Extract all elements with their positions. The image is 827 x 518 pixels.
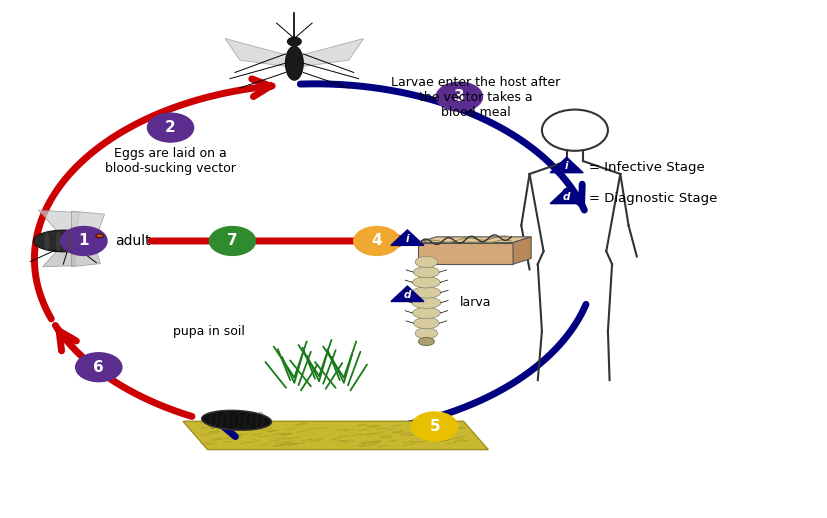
Circle shape — [60, 226, 107, 255]
Text: larva: larva — [459, 296, 490, 309]
Ellipse shape — [45, 231, 49, 251]
Ellipse shape — [413, 318, 438, 329]
Circle shape — [436, 82, 482, 111]
Polygon shape — [390, 230, 423, 246]
Text: d: d — [562, 192, 570, 202]
Text: Eggs are laid on a
blood-sucking vector: Eggs are laid on a blood-sucking vector — [105, 147, 236, 175]
Text: 5: 5 — [429, 419, 439, 434]
Ellipse shape — [411, 297, 440, 308]
Polygon shape — [43, 243, 75, 267]
Polygon shape — [294, 38, 363, 66]
Polygon shape — [549, 188, 582, 204]
Ellipse shape — [287, 37, 301, 46]
Circle shape — [147, 113, 194, 142]
Ellipse shape — [55, 231, 60, 251]
Polygon shape — [183, 421, 488, 450]
Text: Larvae enter the host after
the vector takes a
blood meal: Larvae enter the host after the vector t… — [391, 76, 560, 119]
Text: 7: 7 — [227, 234, 237, 249]
Ellipse shape — [414, 328, 437, 339]
Polygon shape — [513, 237, 531, 264]
Ellipse shape — [34, 230, 93, 252]
Text: = Infective Stage: = Infective Stage — [588, 161, 704, 174]
Circle shape — [353, 226, 399, 255]
Ellipse shape — [411, 287, 440, 298]
Text: 2: 2 — [165, 120, 175, 135]
Ellipse shape — [83, 233, 106, 244]
Polygon shape — [549, 157, 582, 172]
Ellipse shape — [201, 410, 271, 430]
Text: d: d — [404, 290, 410, 300]
Circle shape — [75, 353, 122, 382]
Text: adult: adult — [115, 234, 151, 248]
Ellipse shape — [67, 231, 72, 251]
Polygon shape — [39, 210, 79, 238]
Ellipse shape — [96, 234, 103, 238]
Polygon shape — [71, 243, 100, 267]
Circle shape — [411, 412, 457, 441]
Polygon shape — [225, 38, 294, 66]
Ellipse shape — [412, 277, 440, 288]
Ellipse shape — [412, 307, 440, 319]
Text: 1: 1 — [79, 234, 89, 249]
Polygon shape — [390, 286, 423, 301]
Polygon shape — [71, 211, 104, 239]
Text: 3: 3 — [453, 89, 464, 104]
Text: i: i — [564, 161, 567, 171]
Text: i: i — [405, 234, 409, 244]
Text: 6: 6 — [93, 359, 104, 375]
Circle shape — [209, 226, 256, 255]
Polygon shape — [418, 242, 513, 264]
Ellipse shape — [285, 46, 303, 80]
Ellipse shape — [418, 337, 434, 346]
Ellipse shape — [414, 256, 437, 268]
Polygon shape — [418, 237, 531, 242]
Text: = Diagnostic Stage: = Diagnostic Stage — [588, 192, 716, 205]
Text: 4: 4 — [371, 234, 382, 249]
Text: pupa in soil: pupa in soil — [173, 325, 245, 338]
Ellipse shape — [413, 267, 438, 278]
